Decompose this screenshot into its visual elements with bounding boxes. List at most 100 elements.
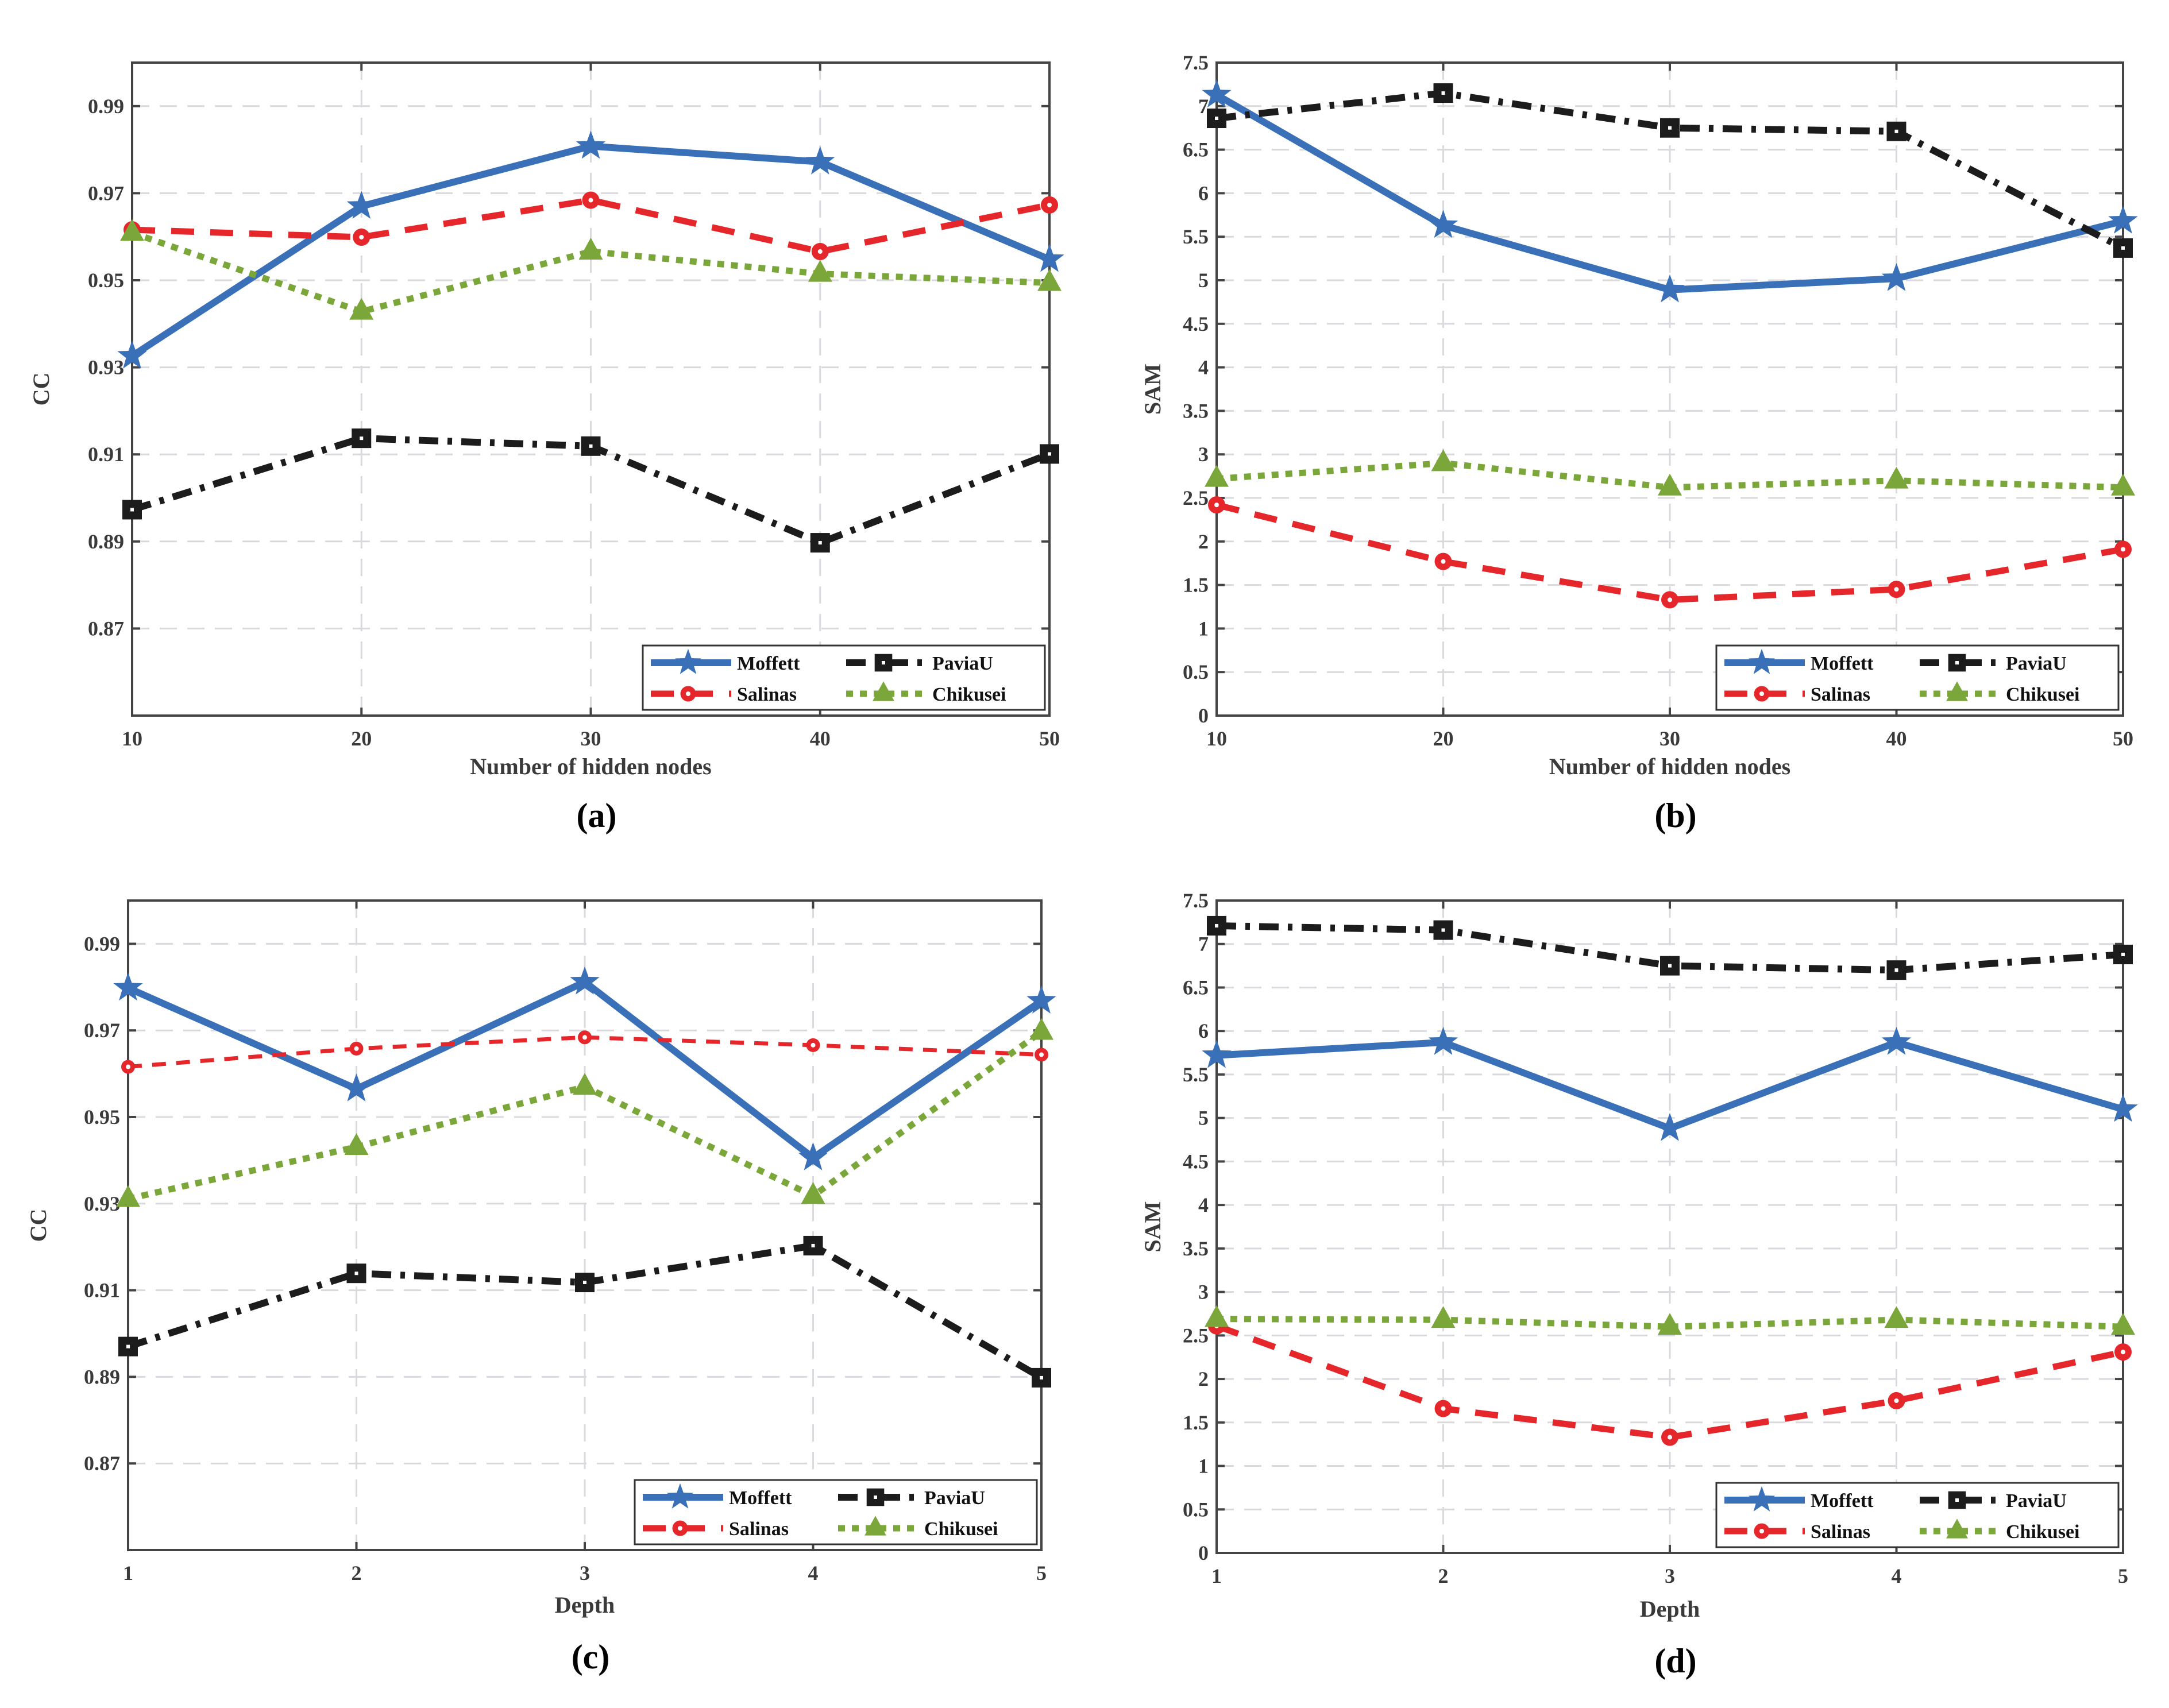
square-marker — [1948, 654, 1966, 672]
y-tick-label: 7 — [1198, 933, 1209, 956]
triangle-marker — [1658, 473, 1682, 496]
legend-item-moffett: Moffett — [651, 648, 800, 674]
square-center — [1668, 126, 1672, 130]
x-tick-label: 20 — [1433, 727, 1454, 750]
y-tick-label: 0.89 — [88, 530, 124, 553]
triangle-marker — [873, 681, 894, 701]
circle-marker — [680, 686, 696, 702]
legend-label: Chikusei — [2006, 1521, 2080, 1543]
x-tick-label: 40 — [1886, 727, 1907, 750]
square-center — [818, 541, 822, 545]
x-tick-label: 2 — [352, 1562, 362, 1585]
circle-center — [582, 1035, 587, 1040]
star-marker — [1881, 1026, 1912, 1055]
legend-label: Moffett — [1811, 1490, 1874, 1512]
circle-marker — [1661, 591, 1678, 609]
y-axis-label: SAM — [1140, 364, 1165, 415]
y-tick-label: 4.5 — [1183, 1150, 1209, 1173]
circle-center — [1668, 1435, 1672, 1440]
triangle-marker — [120, 219, 144, 241]
y-tick-label: 1.5 — [1183, 574, 1209, 597]
circle-marker — [1754, 686, 1770, 702]
star-marker — [798, 1142, 828, 1170]
x-tick-label: 40 — [810, 727, 831, 750]
x-tick-label: 4 — [1892, 1564, 1902, 1587]
square-center — [1215, 117, 1218, 121]
legend-label: PaviaU — [2006, 1490, 2067, 1512]
square-marker — [352, 428, 372, 449]
legend-label: Salinas — [1811, 1521, 1870, 1543]
circle-center — [1894, 587, 1899, 592]
square-marker — [1207, 915, 1226, 936]
legend-item-paviau: PaviaU — [846, 653, 993, 674]
y-tick-label: 7.5 — [1183, 51, 1209, 74]
star-marker — [666, 1483, 694, 1509]
x-tick-label: 2 — [1438, 1564, 1449, 1587]
y-tick-label: 3.5 — [1183, 1237, 1209, 1260]
circle-marker — [1434, 1400, 1452, 1417]
legend-item-moffett: Moffett — [1724, 648, 1874, 674]
circle-marker — [353, 228, 370, 246]
legend-label: PaviaU — [932, 653, 993, 674]
square-marker — [1886, 121, 1906, 141]
y-tick-label: 4.5 — [1183, 312, 1209, 335]
y-tick-label: 0 — [1198, 1541, 1209, 1564]
circle-center — [2121, 547, 2125, 552]
circle-center — [126, 1064, 130, 1069]
circle-center — [1441, 559, 1446, 564]
square-center — [1894, 129, 1898, 133]
x-tick-label: 1 — [1211, 1564, 1222, 1587]
square-marker — [803, 1235, 823, 1255]
star-marker — [117, 340, 147, 369]
y-tick-label: 7.5 — [1183, 889, 1209, 912]
square-center — [1955, 1498, 1959, 1502]
legend-label: Moffett — [729, 1487, 792, 1509]
legend-box — [1715, 644, 2120, 711]
y-tick-label: 0.99 — [84, 932, 120, 955]
y-tick-label: 6.5 — [1183, 138, 1209, 161]
triangle-marker — [1029, 1018, 1053, 1040]
panel-label: (c) — [572, 1638, 610, 1676]
square-center — [130, 508, 134, 512]
panel-label: (a) — [577, 797, 617, 834]
y-tick-label: 2.5 — [1183, 486, 1209, 509]
series-salinas — [121, 1030, 1048, 1074]
legend-label: Moffett — [1811, 653, 1874, 674]
square-marker — [575, 1273, 595, 1293]
triangle-marker — [1946, 681, 1968, 701]
y-tick-label: 2 — [1198, 1367, 1209, 1390]
circle-center — [1759, 1529, 1764, 1533]
square-marker — [122, 500, 142, 520]
x-tick-label: 30 — [1659, 727, 1680, 750]
circle-marker — [578, 1030, 592, 1045]
y-tick-label: 0.97 — [88, 181, 124, 204]
square-marker — [1207, 109, 1226, 129]
y-tick-label: 2.5 — [1183, 1324, 1209, 1347]
x-tick-label: 10 — [122, 727, 142, 750]
square-center — [1441, 928, 1445, 932]
star-marker — [570, 966, 600, 995]
y-tick-label: 0.99 — [88, 95, 124, 118]
square-marker — [1660, 956, 1680, 976]
legend-label: PaviaU — [2006, 653, 2067, 674]
legend-label: Chikusei — [924, 1518, 998, 1540]
circle-center — [2121, 1350, 2125, 1355]
square-marker — [1886, 960, 1906, 980]
series-salinas — [1208, 496, 2132, 609]
y-tick-label: 0.95 — [88, 269, 124, 292]
panel-label: (b) — [1654, 797, 1696, 834]
square-marker — [866, 1488, 885, 1506]
y-tick-label: 7 — [1198, 95, 1209, 118]
legend-box — [634, 1479, 1038, 1545]
square-marker — [1032, 1367, 1051, 1388]
series-paviau — [118, 1235, 1051, 1388]
square-marker — [874, 654, 893, 672]
star-marker — [805, 146, 835, 175]
legend-item-salinas: Salinas — [1724, 1521, 1870, 1543]
square-center — [126, 1344, 130, 1348]
square-center — [1668, 964, 1672, 968]
legend-label: Salinas — [1811, 684, 1870, 705]
y-axis-label: SAM — [1140, 1201, 1165, 1253]
y-tick-label: 0.91 — [84, 1279, 120, 1302]
